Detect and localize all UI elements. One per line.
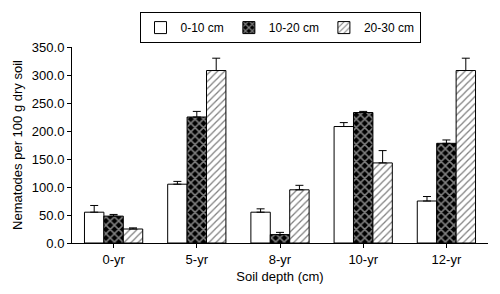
svg-text:12-yr: 12-yr [432, 252, 462, 267]
svg-text:20-30 cm: 20-30 cm [364, 21, 414, 35]
svg-text:0-10 cm: 0-10 cm [181, 21, 224, 35]
svg-text:10-yr: 10-yr [348, 252, 378, 267]
svg-text:0-yr: 0-yr [102, 252, 125, 267]
svg-text:Nematodes per 100 g dry soil: Nematodes per 100 g dry soil [10, 60, 25, 230]
svg-text:50.0: 50.0 [39, 208, 64, 223]
svg-text:5-yr: 5-yr [186, 252, 209, 267]
svg-text:8-yr: 8-yr [269, 252, 292, 267]
svg-text:350.0: 350.0 [32, 40, 65, 55]
svg-text:300.0: 300.0 [32, 68, 65, 83]
svg-text:250.0: 250.0 [32, 96, 65, 111]
svg-text:10-20 cm: 10-20 cm [269, 21, 319, 35]
svg-text:100.0: 100.0 [32, 180, 65, 195]
svg-text:200.0: 200.0 [32, 124, 65, 139]
svg-text:150.0: 150.0 [32, 152, 65, 167]
svg-text:0.0: 0.0 [46, 236, 64, 251]
svg-text:Soil depth (cm): Soil depth (cm) [236, 269, 323, 284]
